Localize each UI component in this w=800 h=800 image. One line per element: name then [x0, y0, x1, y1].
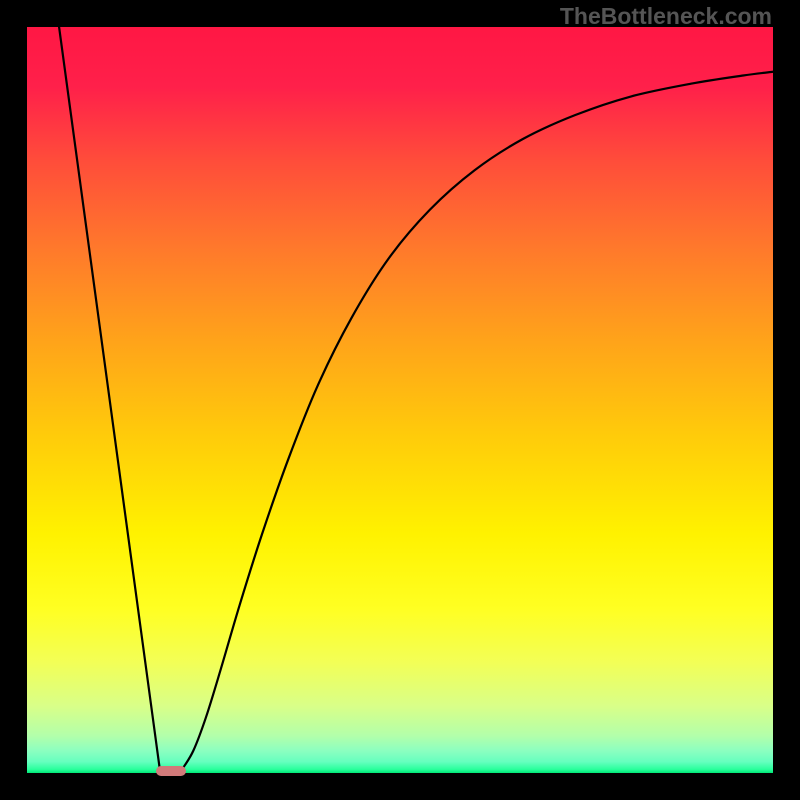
bottleneck-marker [156, 766, 186, 776]
curve-svg [27, 27, 773, 773]
chart-container: TheBottleneck.com [0, 0, 800, 800]
plot-area [27, 27, 773, 773]
watermark-text: TheBottleneck.com [560, 3, 772, 30]
right-curve [182, 72, 773, 770]
left-line [59, 27, 160, 769]
